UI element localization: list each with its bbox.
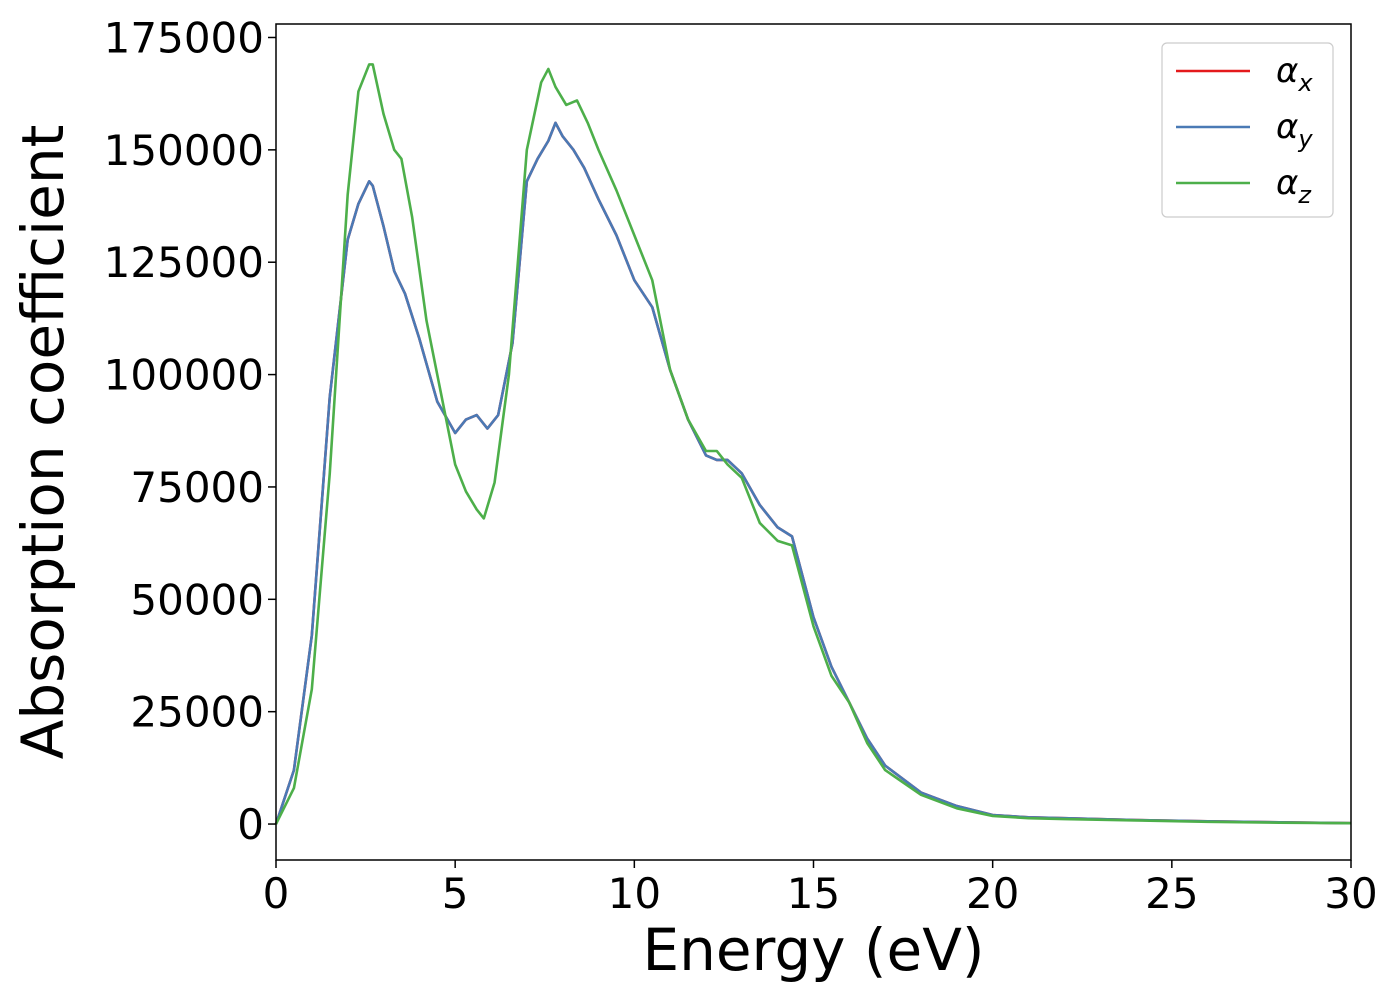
x-tick-label: 5 [442, 869, 469, 918]
y-axis-title: Absorption coefficient [9, 125, 77, 760]
y-tick-label: 125000 [104, 238, 264, 287]
y-tick-label: 0 [237, 800, 264, 849]
x-tick-label: 15 [787, 869, 840, 918]
x-tick-label: 25 [1145, 869, 1198, 918]
x-tick-label: 20 [966, 869, 1019, 918]
y-tick-label: 175000 [104, 13, 264, 62]
y-tick-label: 100000 [104, 351, 264, 400]
y-axis-ticks: 0 25000 50000 75000 100000 125000 150000 175000 [104, 13, 276, 849]
series-line-z [274, 63, 1352, 825]
x-axis-ticks: 0 5 10 15 20 25 30 [263, 860, 1378, 918]
y-tick-label: 25000 [130, 688, 264, 737]
series-line-y [274, 121, 1352, 825]
legend-label-z: αz [1276, 163, 1312, 209]
y-tick-label: 75000 [130, 463, 264, 512]
y-tick-label: 50000 [130, 575, 264, 624]
x-tick-label: 0 [263, 869, 290, 918]
x-tick-label: 30 [1324, 869, 1377, 918]
legend: αx αy αz [1161, 42, 1334, 218]
legend-label-x: αx [1276, 51, 1313, 97]
legend-label-y: αy [1276, 107, 1313, 153]
y-tick-label: 150000 [104, 126, 264, 175]
x-tick-label: 10 [608, 869, 661, 918]
legend-box [1161, 42, 1334, 218]
x-axis-title: Energy (eV) [642, 916, 984, 984]
series-layer [274, 63, 1352, 825]
